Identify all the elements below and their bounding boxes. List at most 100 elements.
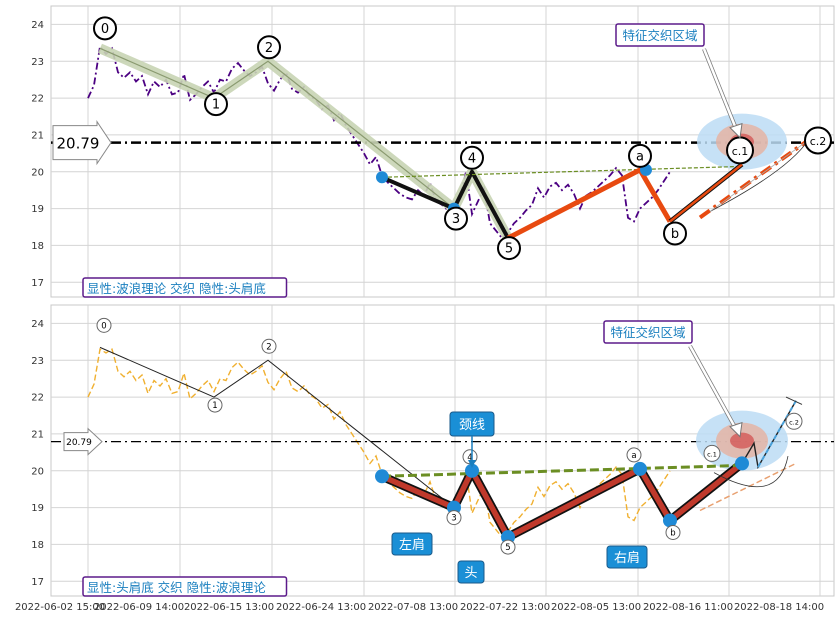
left-shoulder-tag-box (391, 532, 433, 556)
caption-box (82, 576, 288, 597)
y-tick-label: 18 (31, 540, 44, 551)
wave-label-1: 1 (212, 401, 217, 411)
y-tick-label: 24 (31, 20, 44, 31)
wave-label-5: 5 (505, 543, 510, 553)
projection-blue (757, 400, 797, 468)
wave-label-circle (665, 524, 681, 540)
wave-label-circle (500, 539, 516, 555)
hline-value-label: 20.79 (66, 438, 92, 448)
pivot-dot (465, 463, 479, 478)
interleave-callout-text: 特征交织区域 (610, 325, 685, 340)
right-shoulder-tag-box (606, 545, 648, 569)
pivot-dot (633, 461, 647, 476)
hline-value-label: 20.79 (57, 135, 100, 153)
y-tick-label: 18 (31, 241, 44, 252)
interleave-callout-box (603, 320, 693, 344)
x-tick-label: 2022-06-09 14:00 (94, 602, 184, 613)
wave-label-b: b (671, 227, 679, 242)
wave-bold-segment (381, 169, 510, 240)
head-tag-box (457, 560, 485, 584)
caption-box (82, 277, 288, 298)
callout-arrowhead (729, 421, 743, 438)
wave-label-c.1: c.1 (732, 145, 749, 158)
c2-fan-line (709, 140, 809, 212)
wave-label-circle (207, 397, 223, 413)
neckline-tag-arrowhead (468, 460, 476, 468)
y-tick-label: 23 (31, 57, 44, 68)
callout-arrowhead (729, 122, 743, 139)
price-series-line (87, 348, 671, 539)
y-tick-label: 20 (31, 466, 44, 477)
wave-label-3: 3 (451, 514, 456, 524)
callout-arrow (688, 345, 740, 434)
wave-label-1: 1 (212, 98, 220, 113)
wave-label-circle (444, 206, 468, 231)
projection-cap (785, 396, 803, 405)
wave-label-circle (663, 221, 687, 246)
pattern-caption: 显性:头肩底 交织 隐性:波浪理论 (87, 580, 266, 595)
y-tick-label: 22 (31, 94, 44, 105)
interleave-zone-core (730, 432, 754, 449)
wave-label-a: a (636, 149, 644, 164)
pivot-dot (375, 469, 389, 484)
neckline-tag: 颈线 (459, 418, 485, 433)
top-panel: 171819202122232420.79012345abc.1c.2特征交织区… (31, 5, 835, 298)
y-tick-label: 19 (31, 204, 44, 215)
x-tick-label: 2022-06-15 13:00 (184, 602, 274, 613)
wave-label-circle (204, 92, 228, 117)
wave-label-0: 0 (101, 321, 106, 331)
interleave-callout-box (615, 23, 705, 47)
right-shoulder-tag: 右肩 (614, 550, 640, 566)
left-shoulder-tag: 左肩 (399, 537, 425, 553)
wave-label-circle (96, 317, 112, 333)
wave-label-circle (93, 16, 117, 41)
pivot-dot (663, 513, 677, 528)
neckline-thin (381, 165, 743, 178)
y-tick-label: 22 (31, 393, 44, 404)
callout-arrow (702, 48, 740, 135)
y-tick-label: 19 (31, 503, 44, 514)
wave-label-circle (785, 412, 803, 430)
hline-value-arrow (52, 120, 112, 166)
c2-arc (709, 140, 809, 212)
wave-label-3: 3 (452, 212, 460, 227)
x-tick-label: 2022-07-22 13:00 (460, 602, 550, 613)
x-tick-label: 2022-06-02 15:00 (15, 602, 105, 613)
wave-label-c.2: c.2 (810, 135, 827, 148)
wave-label-c.2: c.2 (789, 418, 799, 426)
wave-label-c.1: c.1 (707, 450, 717, 458)
wave-label-2: 2 (265, 41, 273, 56)
c-leg-orange (669, 163, 743, 223)
x-tick-label: 2022-08-18 14:00 (734, 602, 824, 613)
wave-label-b: b (670, 528, 675, 538)
y-tick-label: 21 (31, 429, 44, 440)
wave-label-circle (497, 236, 521, 261)
interleave-callout-text: 特征交织区域 (622, 28, 697, 43)
y-tick-label: 17 (31, 278, 44, 289)
wave-label-circle (626, 447, 642, 463)
pivot-dot (376, 171, 388, 184)
wave-label-circle (460, 145, 484, 170)
y-tick-label: 20 (31, 167, 44, 178)
x-tick-label: 2022-07-08 13:00 (368, 602, 458, 613)
wave-label-circle (261, 338, 277, 354)
bottom-panel: 171819202122232420.79012345abc.1c.2颈线左肩头… (31, 304, 835, 597)
pivot-dot (735, 456, 749, 471)
wave-label-5: 5 (505, 242, 513, 257)
y-tick-label: 23 (31, 356, 44, 367)
wave-label-circle (257, 35, 281, 60)
projection-arc (713, 455, 789, 488)
y-tick-label: 24 (31, 319, 44, 330)
head-tag: 头 (464, 566, 477, 581)
y-tick-label: 21 (31, 130, 44, 141)
x-tick-label: 2022-08-16 11:00 (643, 602, 733, 613)
wave-label-a: a (631, 451, 636, 461)
projection-black (741, 400, 797, 470)
wave-thin-line (99, 346, 455, 508)
price-series-line (87, 44, 671, 240)
hline-value-arrow (63, 427, 103, 456)
wave-label-0: 0 (101, 22, 109, 37)
